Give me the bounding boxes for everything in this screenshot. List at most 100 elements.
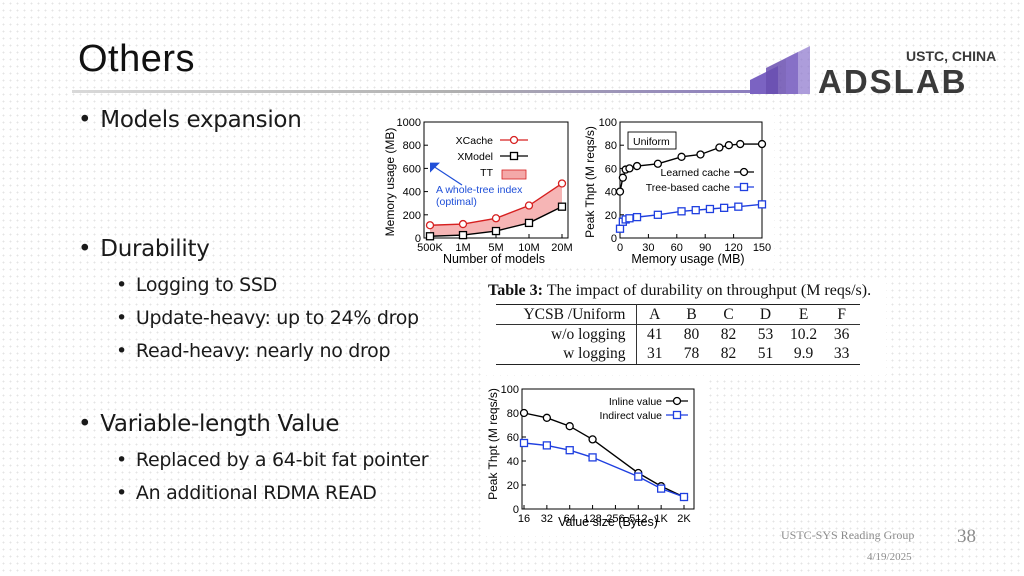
sub-bullet-read-heavy: Read-heavy: nearly no drop (116, 340, 391, 362)
table-cell: 78 (673, 344, 710, 365)
c2-tree-point (615, 224, 625, 233)
c2-learned-point (736, 139, 745, 149)
table-col-header: F (823, 304, 861, 325)
sub-bullet-logging: Logging to SSD (116, 274, 277, 296)
c2-uniform-badge-box (627, 131, 677, 150)
c3-indirect-point (565, 446, 574, 455)
logo-top-text: USTC, CHINA (906, 48, 996, 64)
c3-xtick-label: 512 (629, 513, 647, 525)
c3-ytick-label: 60 (507, 432, 519, 444)
c3-legend-indirect: Indirect value (600, 410, 663, 422)
bullet-durability: Durability (78, 236, 210, 262)
c1-xcache-point (557, 179, 567, 188)
c3-ytick-label: 40 (507, 456, 519, 468)
c2-ytick-label: 80 (605, 140, 617, 152)
table-cell: w/o logging (496, 324, 637, 345)
durability-table: YCSB /Uniform A B C D E F w/o logging 41… (496, 304, 861, 365)
table-cell: 53 (757, 325, 774, 343)
c2-legend-learned-marker (739, 167, 749, 177)
c1-legend-xmodel-marker (509, 151, 519, 161)
bullet-variable-length: Variable-length Value (78, 411, 339, 437)
table-col-header: D (747, 304, 784, 325)
c3-ytick-label: 0 (513, 504, 519, 516)
c2-learned-point (615, 187, 625, 196)
adslab-logo: USTC, CHINA ADSLAB (750, 46, 996, 96)
sub-bullet-fat-pointer: Replaced by a 64-bit fat pointer (116, 449, 429, 471)
c1-legend-xcache-marker (509, 135, 519, 145)
c3-plot-frame (521, 388, 695, 510)
durability-table-figure: Table 3: The impact of durability on thr… (482, 280, 886, 375)
c1-xlabel: Number of models (443, 252, 545, 266)
table-caption-text: The impact of durability on throughput (… (546, 282, 872, 299)
c2-learned-point (618, 173, 627, 182)
table-cell: 33 (823, 344, 861, 365)
c3-indirect-point (588, 453, 597, 462)
table-col-header: C (710, 304, 747, 325)
sub-bullet-rdma-read: An additional RDMA READ (116, 482, 377, 504)
c2-tree-point (705, 204, 715, 214)
c1-ytick-label: 1000 (397, 117, 421, 129)
c2-uniform-badge: Uniform (633, 136, 670, 148)
chart-peak-throughput-svg: Peak Thpt (M reqs/s) Memory usage (MB) U… (583, 117, 771, 266)
c2-ytick-label: 20 (605, 210, 617, 222)
c2-ytick-label: 0 (611, 233, 617, 245)
c3-inline-point (588, 435, 597, 444)
c1-xcache-point (425, 221, 435, 230)
c1-xtick-label: 1M (455, 242, 470, 254)
c2-ytick-label: 100 (599, 117, 617, 129)
bullet-models-expansion: Models expansion (78, 107, 302, 133)
c3-inline-point (542, 413, 552, 422)
c2-ylabel: Peak Thpt (M reqs/s) (584, 126, 597, 238)
c3-ytick-label: 20 (507, 480, 519, 492)
c1-xmodel-point (425, 232, 435, 241)
c2-ytick-label: 60 (605, 163, 617, 175)
table-col-header: A (636, 304, 673, 325)
c1-xtick-label: 20M (551, 242, 572, 254)
table-cell: w logging (496, 344, 637, 365)
table-cell: 10.2 (790, 325, 818, 343)
c2-xtick-label: 150 (753, 242, 771, 254)
c3-xtick-label: 32 (541, 513, 553, 525)
c3-inline-point (565, 422, 574, 431)
c1-legend-tt-swatch (501, 169, 527, 180)
c3-ylabel: Peak Thpt (M reqs/s) (486, 388, 500, 500)
c3-indirect-point (656, 484, 666, 493)
table-cell: 82 (710, 344, 747, 365)
title-divider (72, 90, 772, 93)
chart-memory-usage-svg: Memory usage (MB) Number of models XCach… (383, 117, 573, 266)
c2-ytick-label: 40 (605, 187, 617, 199)
c1-xmodel-point (557, 202, 567, 211)
footer-date: 4/19/2025 (867, 551, 912, 563)
c2-legend-learned: Learned cache (661, 167, 731, 179)
c1-xcache-point (524, 201, 534, 210)
c2-learned-point (677, 152, 686, 161)
c3-indirect-point (634, 472, 643, 481)
c1-tt-area (430, 183, 562, 237)
c1-xmodel-point (458, 230, 468, 240)
c2-learned-point (625, 164, 634, 173)
table-cell: 9.9 (784, 344, 824, 365)
chart-value-size-svg: Peak Thpt (M reqs/s) Value size (Bytes) … (486, 384, 695, 529)
c2-learned-point (696, 150, 705, 159)
table-header-row: YCSB /Uniform A B C D E F (496, 304, 861, 325)
table-cell: 82 (720, 325, 737, 343)
c1-whole-tree-point (430, 162, 440, 173)
c2-legend-tree: Tree-based cache (646, 182, 730, 194)
c3-xtick-label: 1K (654, 513, 668, 525)
c2-tree-point (719, 203, 729, 212)
logo-block-right (786, 46, 810, 94)
c3-xtick-label: 64 (564, 513, 576, 525)
c1-xtick-label: 500K (417, 242, 443, 254)
c1-xmodel-point (491, 226, 501, 236)
c1-ytick-label: 400 (403, 187, 421, 199)
c3-legend-inline: Inline value (609, 396, 662, 408)
page-number: 38 (957, 526, 976, 547)
table-col-header: YCSB /Uniform (496, 304, 637, 325)
table-cell: 31 (636, 344, 673, 365)
c3-ytick-label: 100 (501, 384, 519, 396)
sub-bullet-update-heavy: Update-heavy: up to 24% drop (116, 307, 419, 329)
c3-legend-indirect-marker (672, 410, 682, 420)
c2-tree-point (734, 202, 743, 211)
c1-legend-xmodel: XModel (457, 151, 493, 163)
table-row: w/o logging 41 80 82 53 10.2 36 (496, 324, 860, 345)
